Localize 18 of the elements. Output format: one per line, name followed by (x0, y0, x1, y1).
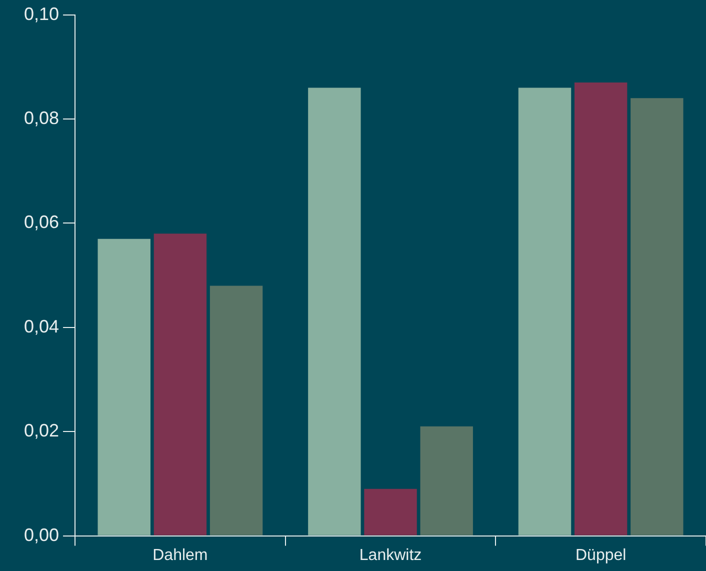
bar (308, 88, 361, 536)
y-tick-label: 0,00 (24, 524, 60, 545)
bar (574, 82, 628, 536)
bar (210, 286, 263, 536)
x-tick-label: Düppel (575, 546, 626, 564)
bar (518, 88, 572, 536)
x-tick-label: Dahlem (152, 546, 208, 564)
y-tick-label: 0,02 (24, 420, 60, 441)
y-tick-label: 0,10 (24, 4, 60, 24)
y-tick-label: 0,06 (24, 212, 60, 232)
bar (154, 234, 207, 536)
bar (98, 238, 150, 536)
y-tick-label: 0,04 (24, 316, 60, 336)
x-tick-label: Lankwitz (359, 546, 422, 564)
bar (420, 426, 473, 536)
bar (630, 98, 684, 536)
y-tick-label: 0,08 (24, 108, 60, 128)
bar (364, 488, 417, 536)
